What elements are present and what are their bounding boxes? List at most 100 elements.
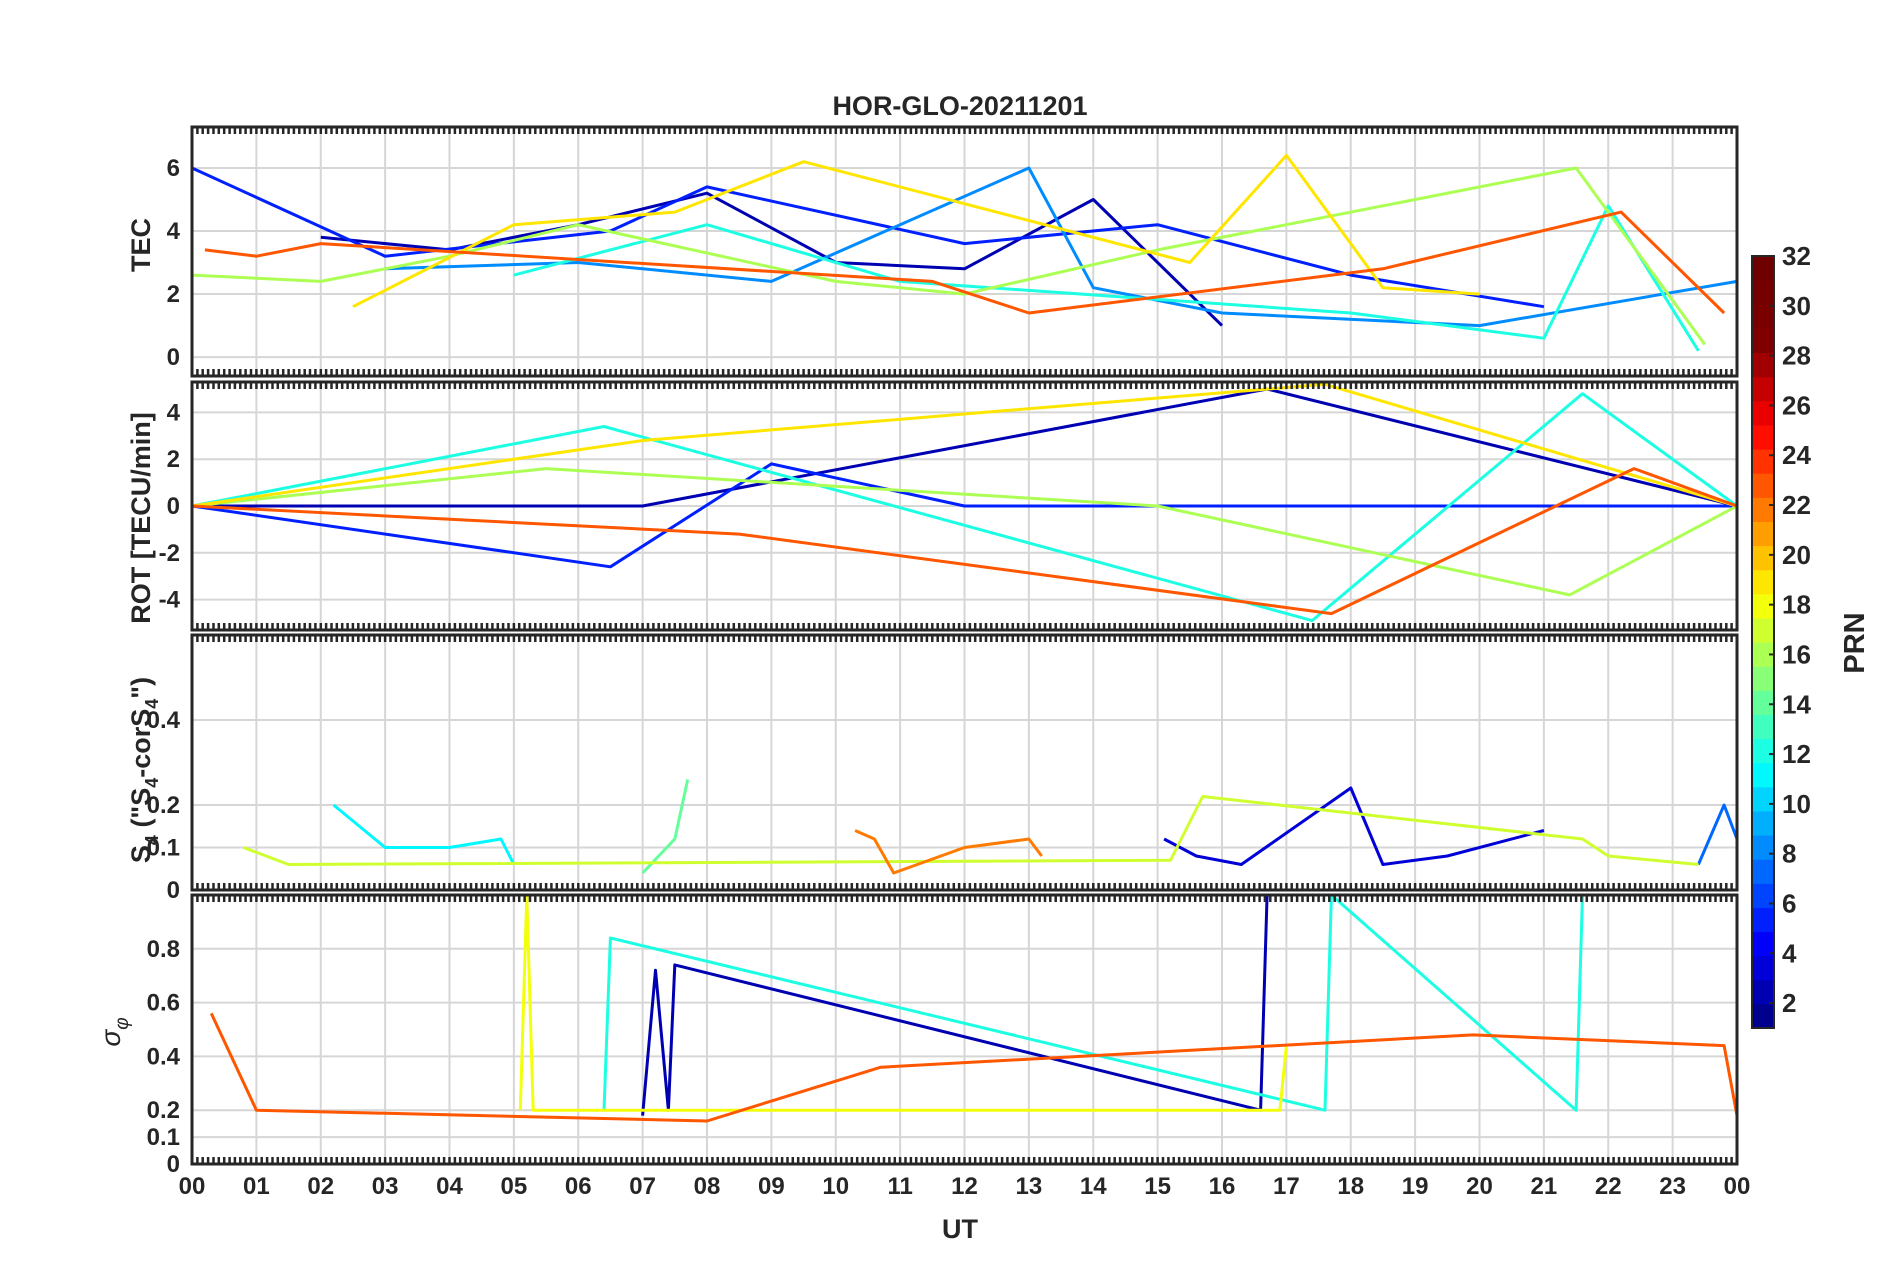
x-tick-label: 00 [179, 1173, 206, 1200]
x-tick-label: 20 [1466, 1173, 1493, 1200]
colorbar-swatch [1752, 835, 1774, 860]
tec-series-prn-23 [204, 210, 1726, 315]
colorbar-tick-label: 26 [1782, 390, 1811, 420]
colorbar-swatch [1752, 569, 1774, 595]
colorbar-frame [1751, 255, 1775, 1029]
panel-rot: -4 -2 0 2 4 [159, 380, 1739, 632]
colorbar-swatch [1752, 907, 1774, 933]
colorbar-swatch [1752, 449, 1774, 474]
s4-series-prn-3 [1163, 786, 1545, 866]
sigma-series-prn-12 [602, 893, 1584, 1112]
rot-y-tick-label: 2 [167, 446, 180, 473]
colorbar-tick-label: 4 [1782, 938, 1797, 968]
chart-title: HOR-GLO-20211201 [832, 91, 1087, 121]
tec-y-tick-labels: 0 2 4 6 [167, 155, 181, 371]
panel-s4: 0 0.1 0.2 0.4 [147, 633, 1739, 904]
s4-series-prn-11 [332, 803, 516, 866]
rot-series-prn-23 [191, 467, 1738, 616]
colorbar-swatch [1752, 859, 1774, 884]
x-tick-label: 04 [436, 1173, 463, 1200]
x-tick-label: 11 [887, 1173, 912, 1200]
sigma-y-tick-label: 0.6 [147, 990, 180, 1017]
tec-series [191, 153, 1738, 352]
colorbar-swatch [1752, 617, 1774, 643]
colorbar-tick-label: 32 [1782, 241, 1811, 271]
tec-series-prn-16 [191, 166, 1707, 346]
tec-frame [190, 125, 1739, 378]
x-tick-label: 10 [822, 1173, 849, 1200]
colorbar-swatch [1752, 424, 1774, 450]
rot-series-prn-2 [192, 387, 1738, 508]
tec-y-tick-label: 6 [167, 155, 180, 182]
colorbar-tick-label: 2 [1782, 988, 1796, 1018]
colorbar-swatch [1752, 931, 1774, 957]
colorbar-swatch [1752, 521, 1774, 547]
x-tick-label: 00 [1724, 1173, 1751, 1200]
colorbar-tick-label: 28 [1782, 341, 1811, 371]
x-tick-label: 01 [243, 1173, 270, 1200]
colorbar-tick-label: 20 [1782, 540, 1811, 570]
rot-y-tick-label: 4 [167, 399, 181, 426]
sigma-y-tick-label: 0 [167, 1151, 180, 1178]
sigma-frame [190, 893, 1739, 1166]
s4-y-tick-label: 0.2 [147, 792, 180, 819]
colorbar-swatch [1752, 400, 1774, 426]
s4-y-tick-labels: 0 0.1 0.2 0.4 [147, 707, 181, 904]
x-tick-label: 02 [307, 1173, 334, 1200]
x-tick-label: 22 [1595, 1173, 1622, 1200]
colorbar-tick-label: 16 [1782, 639, 1811, 669]
colorbar-swatch [1752, 497, 1774, 522]
colorbar-tick-label: 6 [1782, 888, 1796, 918]
x-tick-labels: 00 01 02 03 04 05 06 07 08 09 10 11 12 13 14 15 16 17 18 19… [179, 1173, 1751, 1200]
rot-x-minor-ticks [190, 382, 1739, 630]
colorbar-swatch [1752, 1003, 1774, 1029]
colorbar-swatch [1752, 256, 1774, 281]
colorbar-swatch [1752, 642, 1774, 667]
x-tick-label: 13 [1016, 1173, 1043, 1200]
colorbar-swatch [1752, 280, 1774, 305]
colorbar-tick-label: 8 [1782, 839, 1796, 869]
colorbar-swatch [1752, 810, 1774, 836]
s4-x-minor-ticks [190, 635, 1739, 890]
x-tick-label: 14 [1080, 1173, 1107, 1200]
rot-y-tick-label: -4 [159, 587, 181, 614]
tec-series-prn-5 [191, 166, 1545, 309]
s4-y-tick-label: 0 [167, 877, 180, 904]
colorbar-swatch [1752, 738, 1774, 764]
s4-series-prn-17 [242, 795, 1699, 866]
tec-y-tick-label: 0 [167, 344, 180, 371]
sigma-series-prn-18 [518, 893, 1288, 1112]
tec-grid [191, 127, 1738, 376]
colorbar-swatch [1752, 473, 1774, 498]
panel-sigma: 00.10.2 0.4 0.6 0.8 [147, 893, 1739, 1178]
rot-series-prn-5 [191, 462, 1737, 569]
x-tick-label: 23 [1659, 1173, 1686, 1200]
colorbar-swatch [1752, 786, 1774, 812]
x-tick-label: 15 [1144, 1173, 1171, 1200]
sigma-y-tick-labels: 00.10.2 0.4 0.6 0.8 [147, 936, 181, 1178]
x-tick-label: 08 [694, 1173, 721, 1200]
rot-y-tick-labels: -4 -2 0 2 4 [159, 399, 181, 613]
colorbar-swatch [1752, 376, 1774, 402]
colorbar-swatch [1752, 955, 1774, 981]
s4-frame [190, 633, 1739, 892]
colorbar-swatch [1752, 304, 1774, 329]
rot-frame [190, 380, 1739, 632]
tec-y-tick-label: 2 [167, 281, 180, 308]
colorbar-swatch [1752, 762, 1774, 788]
s4-series-prn-22 [854, 829, 1043, 875]
sigma-y-tick-label: 0.2 [147, 1097, 180, 1124]
x-axis-label: UT [942, 1214, 978, 1244]
x-tick-label: 16 [1209, 1173, 1236, 1200]
x-tick-label: 03 [372, 1173, 399, 1200]
colorbar-tick-label: 22 [1782, 490, 1811, 520]
colorbar-tick-label: 18 [1782, 590, 1811, 620]
colorbar-tick-label: 30 [1782, 291, 1811, 321]
rot-series-prn-16 [191, 467, 1738, 597]
x-tick-label: 12 [951, 1173, 978, 1200]
s4-series [242, 779, 1739, 875]
x-tick-label: 09 [758, 1173, 785, 1200]
